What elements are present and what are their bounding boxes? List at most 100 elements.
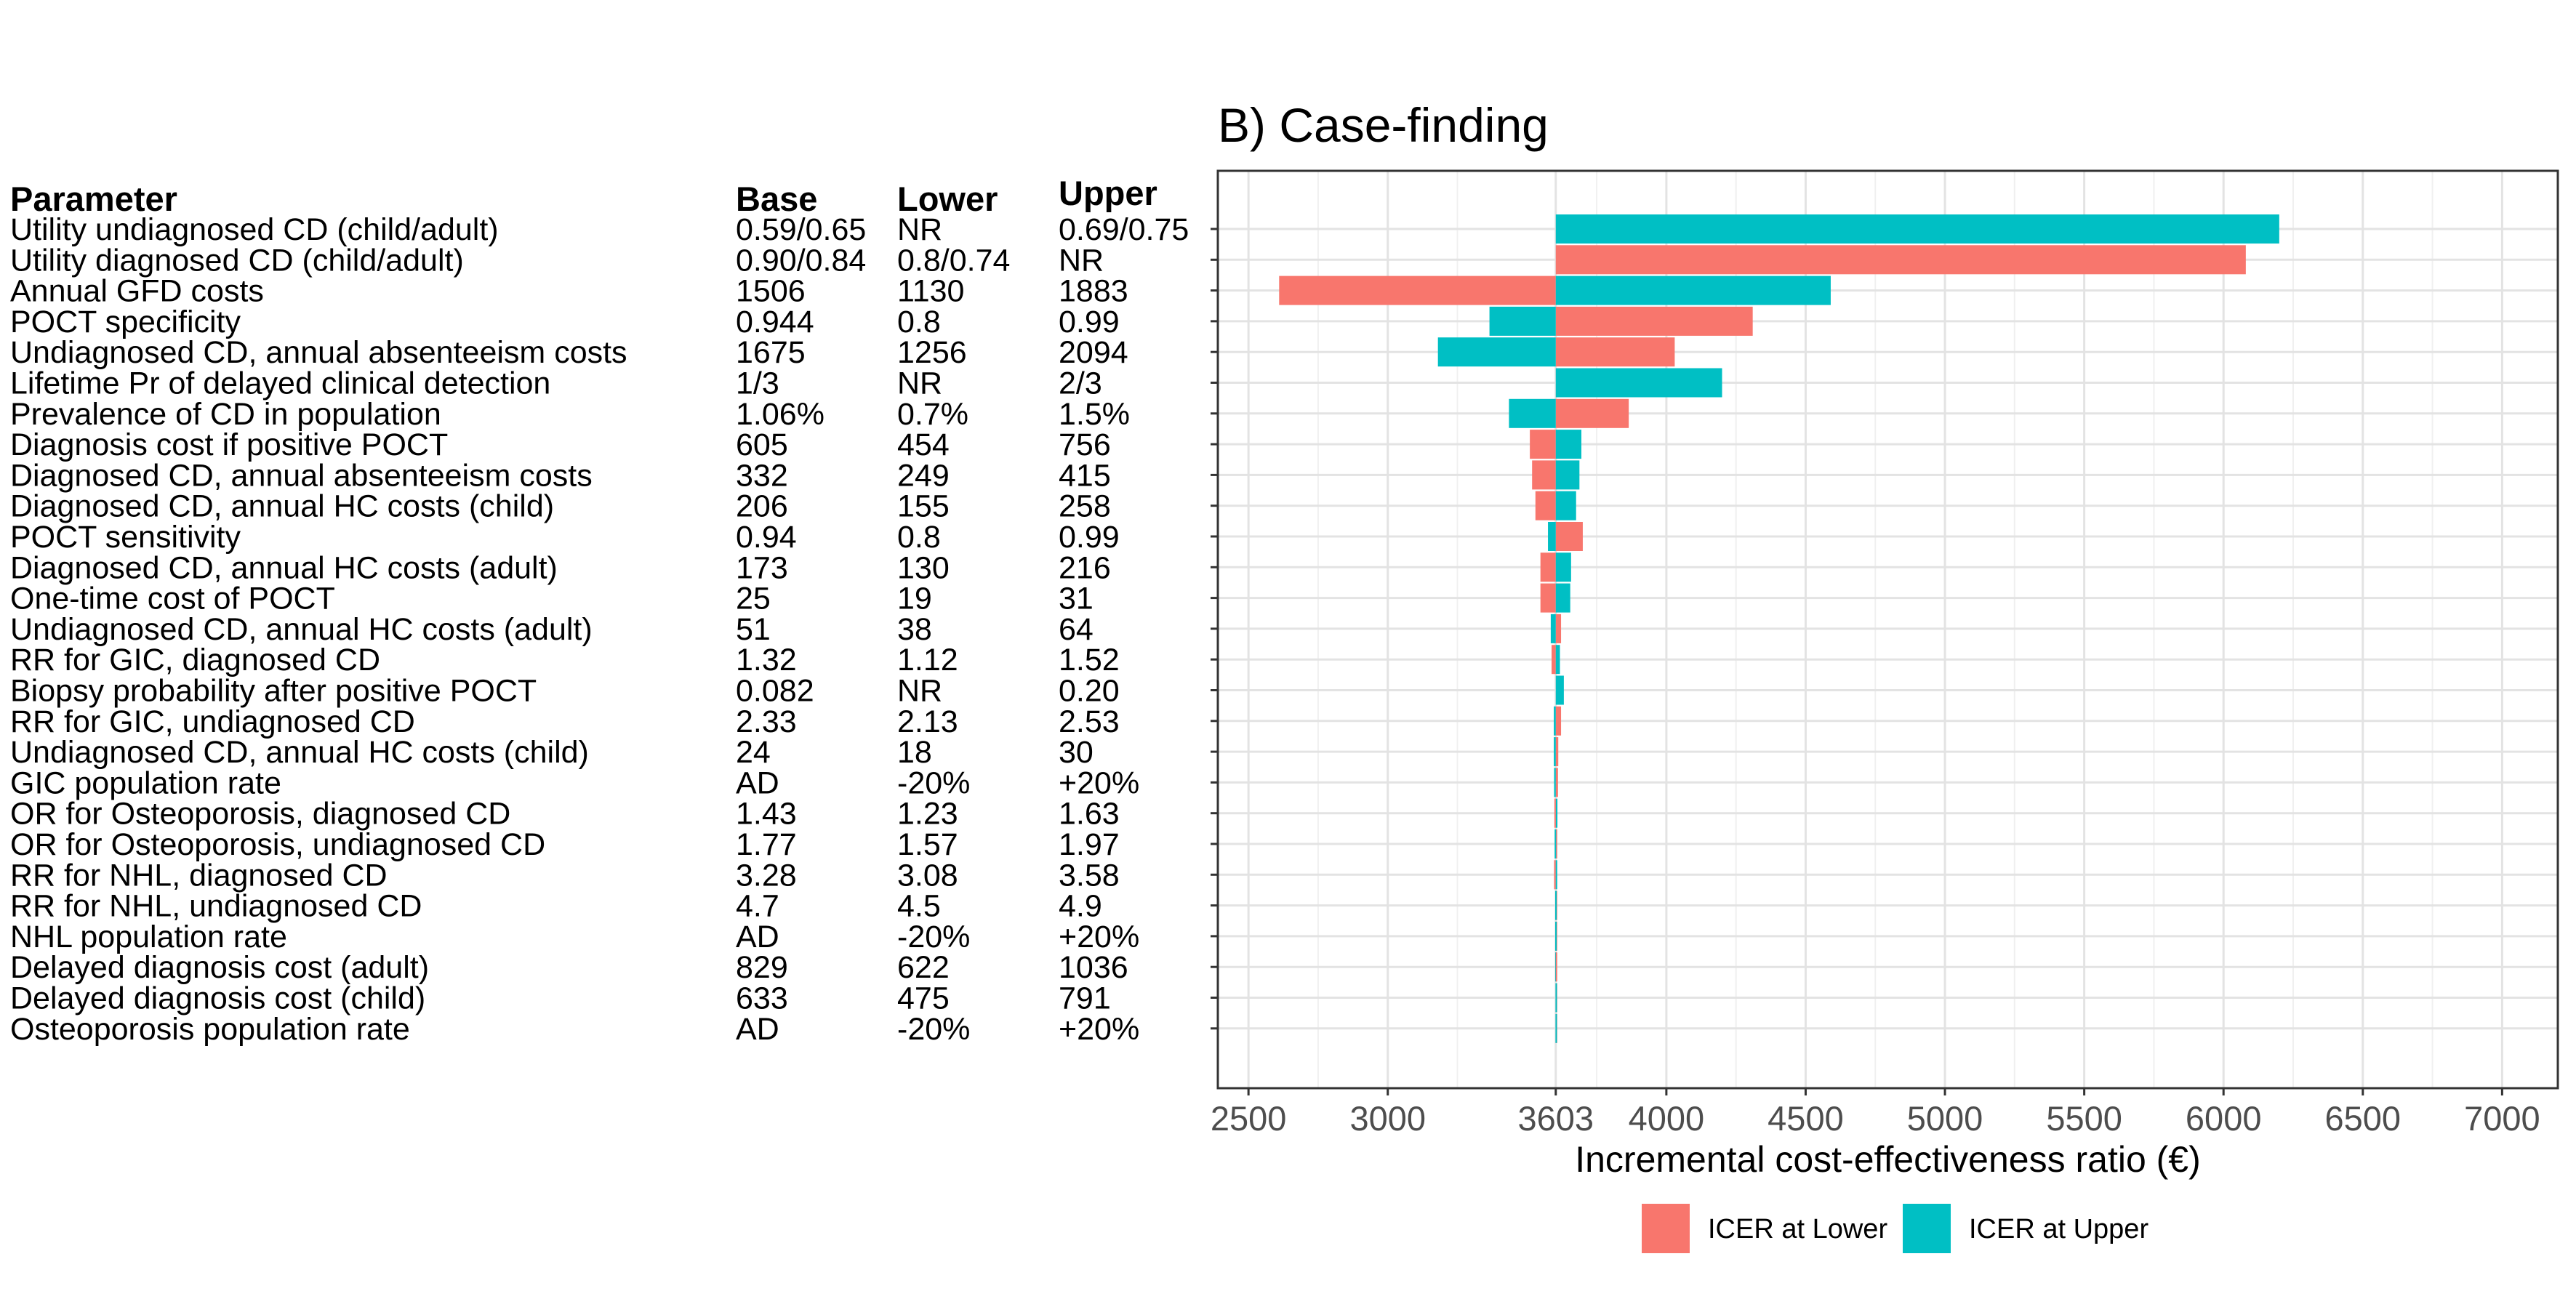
table-cell-base: 0.944 (736, 305, 814, 339)
table-cell-parameter: GIC population rate (10, 765, 281, 800)
table-cell-parameter: RR for NHL, undiagnosed CD (10, 889, 422, 924)
table-cell-lower: 0.8 (897, 520, 941, 555)
table-cell-parameter: Osteoporosis population rate (10, 1012, 410, 1047)
table-cell-upper: +20% (1059, 1012, 1139, 1047)
table-cell-upper: 1.97 (1059, 827, 1120, 862)
table-cell-lower: -20% (897, 920, 970, 954)
table-cell-lower: NR (897, 674, 942, 709)
bar-icer-upper (1554, 706, 1556, 736)
table-cell-lower: 0.7% (897, 397, 968, 432)
bar-icer-upper (1555, 583, 1570, 613)
table-cell-lower: 19 (897, 582, 932, 616)
table-cell-upper: 3.58 (1059, 858, 1120, 893)
table-cell-base: 51 (736, 612, 771, 647)
table-cell-upper: 756 (1059, 427, 1111, 462)
table-cell-parameter: Undiagnosed CD, annual HC costs (child) (10, 735, 589, 770)
table-cell-base: 3.28 (736, 858, 797, 893)
table-cell-upper: 415 (1059, 458, 1111, 493)
table-cell-lower: 0.8 (897, 305, 941, 339)
table-cell-parameter: Diagnosed CD, annual HC costs (child) (10, 489, 554, 524)
table-cell-lower: 130 (897, 550, 950, 585)
table-cell-base: 1.32 (736, 643, 797, 677)
table-cell-upper: 1.5% (1059, 397, 1130, 432)
bar-icer-upper (1554, 737, 1556, 767)
x-tick-label: 7000 (2464, 1099, 2540, 1138)
x-axis-label: Incremental cost-effectiveness ratio (€) (1575, 1139, 2201, 1180)
bar-icer-lower (1555, 952, 1557, 982)
x-tick-label: 3000 (1349, 1099, 1426, 1138)
table-cell-upper: 2.53 (1059, 704, 1120, 739)
table-cell-lower: 38 (897, 612, 932, 647)
table-cell-lower: 454 (897, 427, 950, 462)
bar-icer-upper (1555, 983, 1557, 1013)
x-tick-label: 4000 (1629, 1099, 1705, 1138)
table-cell-parameter: Delayed diagnosis cost (child) (10, 981, 425, 1016)
table-cell-lower: 475 (897, 981, 950, 1016)
bar-icer-lower (1540, 583, 1556, 613)
table-cell-upper: 791 (1059, 981, 1111, 1016)
bar-icer-upper (1555, 921, 1557, 951)
chart-title: B) Case-finding (1218, 98, 1549, 152)
bar-icer-lower (1555, 614, 1562, 643)
table-cell-upper: 2094 (1059, 335, 1128, 370)
table-cell-upper: 0.20 (1059, 674, 1120, 709)
legend-key-lower (1642, 1204, 1690, 1253)
table-cell-base: 1/3 (736, 366, 779, 401)
table-cell-base: 206 (736, 489, 788, 524)
table-cell-upper: 0.69/0.75 (1059, 212, 1189, 247)
table-cell-base: 0.94 (736, 520, 797, 555)
table-cell-base: 1.43 (736, 797, 797, 832)
table-cell-parameter: Diagnosis cost if positive POCT (10, 427, 448, 462)
table-cell-upper: 30 (1059, 735, 1094, 770)
table-cell-parameter: Lifetime Pr of delayed clinical detectio… (10, 366, 550, 401)
legend-label-upper: ICER at Upper (1969, 1214, 2148, 1244)
table-cell-lower: 249 (897, 458, 950, 493)
table-header-lower: Lower (897, 180, 998, 218)
table-cell-lower: 1130 (897, 274, 964, 309)
bar-icer-lower (1555, 706, 1562, 736)
table-cell-parameter: Diagnosed CD, annual absenteeism costs (10, 458, 593, 493)
table-cell-lower: 155 (897, 489, 950, 524)
table-cell-parameter: Delayed diagnosis cost (adult) (10, 950, 429, 985)
table-cell-parameter: Prevalence of CD in population (10, 397, 441, 432)
bar-icer-upper (1555, 675, 1564, 705)
table-cell-parameter: Utility undiagnosed CD (child/adult) (10, 212, 499, 247)
table-cell-upper: 31 (1059, 582, 1094, 616)
table-cell-upper: NR (1059, 243, 1104, 278)
bar-icer-lower (1555, 245, 2246, 275)
table-cell-upper: 1883 (1059, 274, 1128, 309)
table-cell-lower: NR (897, 212, 942, 247)
bar-icer-lower (1279, 276, 1556, 305)
table-cell-lower: 4.5 (897, 889, 941, 924)
table-cell-upper: 216 (1059, 550, 1111, 585)
bar-icer-lower (1555, 768, 1558, 797)
bar-icer-lower (1554, 798, 1556, 828)
bar-icer-lower (1554, 860, 1556, 890)
table-cell-base: 332 (736, 458, 788, 493)
table-cell-parameter: Undiagnosed CD, annual HC costs (adult) (10, 612, 593, 647)
table-cell-upper: 0.99 (1059, 305, 1120, 339)
table-cell-upper: +20% (1059, 920, 1139, 954)
table-cell-base: 4.7 (736, 889, 779, 924)
bar-icer-upper (1554, 829, 1557, 858)
table-cell-base: 1.06% (736, 397, 824, 432)
bar-icer-lower (1540, 552, 1556, 582)
bar-icer-lower (1555, 737, 1559, 767)
bar-icer-upper (1550, 614, 1556, 643)
bar-icer-lower (1555, 522, 1583, 551)
table-cell-lower: 1.57 (897, 827, 958, 862)
table-cell-upper: +20% (1059, 765, 1139, 800)
bar-icer-upper (1509, 398, 1556, 428)
x-tick-label: 6000 (2186, 1099, 2262, 1138)
table-cell-base: 2.33 (736, 704, 797, 739)
bar-icer-lower (1555, 398, 1629, 428)
table-cell-lower: -20% (897, 765, 970, 800)
bar-icer-lower (1530, 430, 1556, 459)
table-cell-parameter: One-time cost of POCT (10, 582, 335, 616)
table-header-upper: Upper (1059, 174, 1157, 212)
bar-icer-lower (1532, 460, 1556, 490)
table-cell-upper: 0.99 (1059, 520, 1120, 555)
table-cell-parameter: RR for NHL, diagnosed CD (10, 858, 388, 893)
table-cell-base: 0.59/0.65 (736, 212, 866, 247)
